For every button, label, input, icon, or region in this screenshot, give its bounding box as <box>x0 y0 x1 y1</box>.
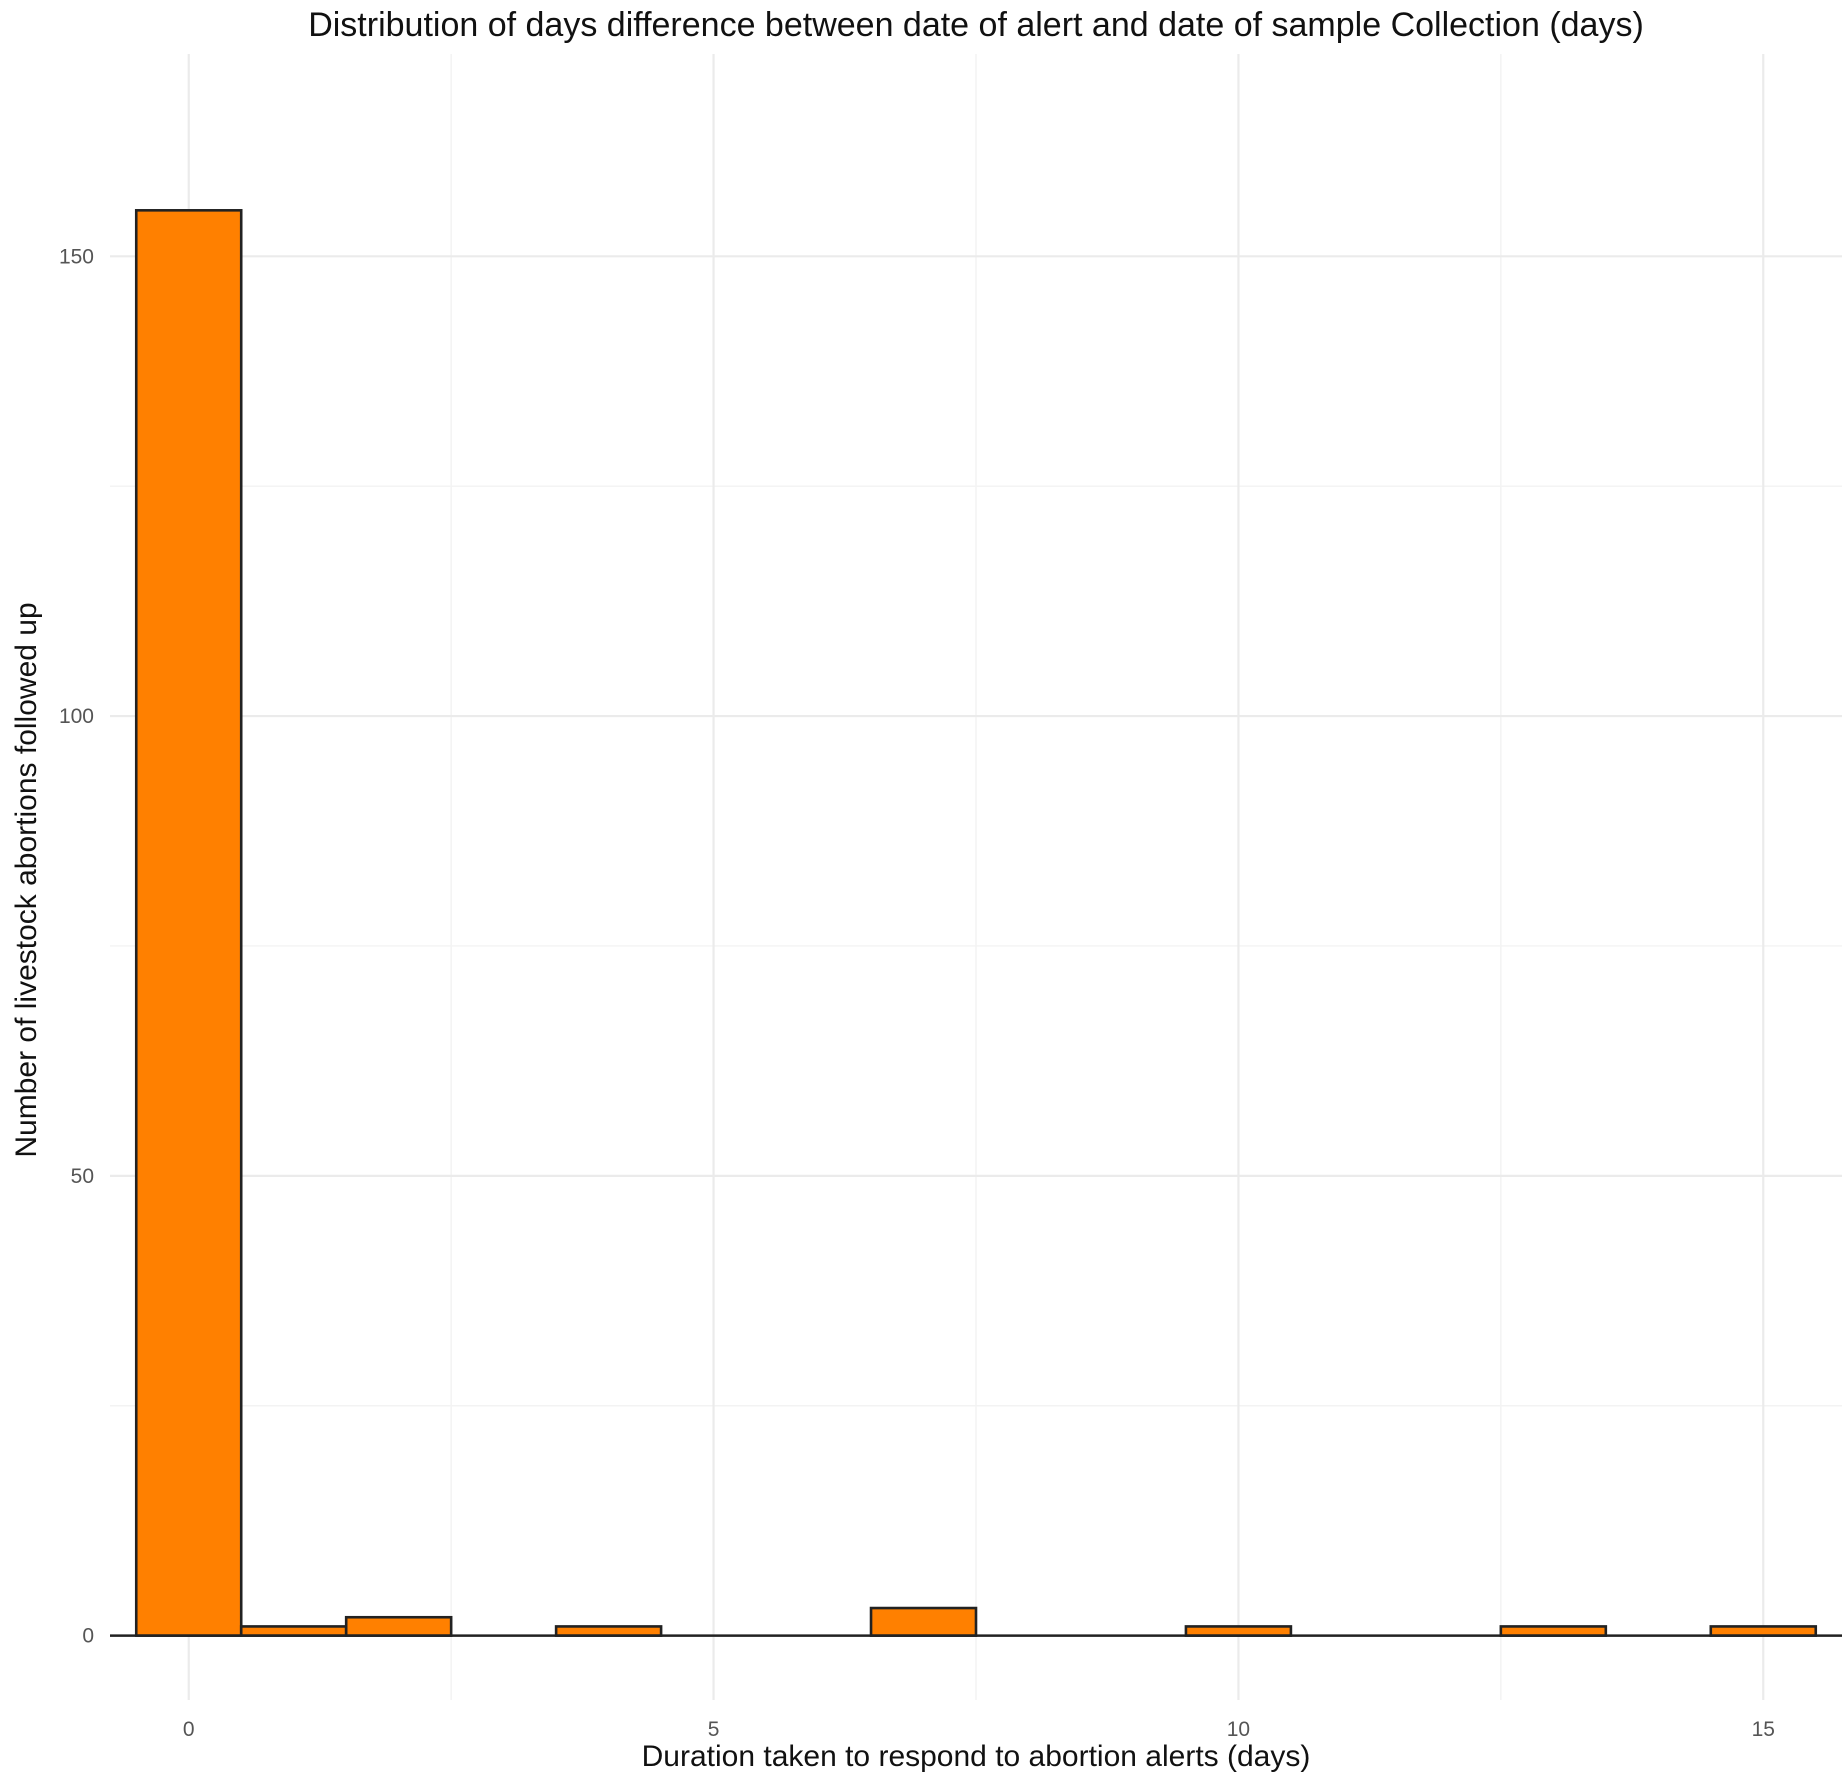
histogram-bar <box>239 1625 348 1637</box>
histogram-bar <box>134 209 243 1637</box>
histogram-bar <box>1709 1625 1818 1637</box>
y-axis-ticks: 0 50 100 150 <box>59 245 94 1647</box>
histogram-bar <box>344 1615 453 1637</box>
y-axis-label: Number of livestock abortions followed u… <box>10 602 43 1157</box>
y-tick-label: 0 <box>82 1625 94 1648</box>
gridlines <box>110 54 1842 1700</box>
y-tick-label: 100 <box>59 705 94 728</box>
y-tick-label: 50 <box>71 1165 94 1188</box>
x-tick-label: 5 <box>708 1718 720 1741</box>
x-axis-label: Duration taken to respond to abortion al… <box>642 1740 1311 1773</box>
chart-title: Distribution of days difference between … <box>308 6 1644 44</box>
histogram-bar <box>869 1606 978 1637</box>
histogram-bar <box>554 1625 663 1637</box>
x-axis-ticks: 0 5 10 15 <box>183 1718 1775 1741</box>
x-tick-label: 15 <box>1752 1718 1775 1741</box>
x-tick-label: 10 <box>1227 1718 1250 1741</box>
x-tick-label: 0 <box>183 1718 195 1741</box>
histogram-bar <box>1499 1625 1608 1637</box>
histogram-bar <box>1184 1625 1293 1637</box>
y-tick-label: 150 <box>59 245 94 268</box>
